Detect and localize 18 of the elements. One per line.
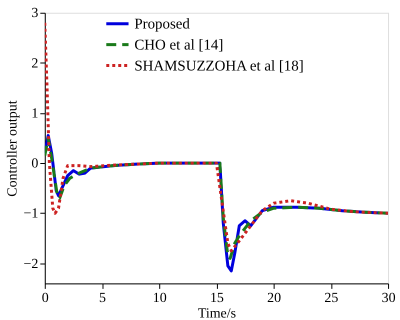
x-tick-label: 0 bbox=[42, 290, 49, 306]
y-tick-label: −1 bbox=[23, 206, 38, 222]
legend-label: Proposed bbox=[134, 16, 190, 33]
y-tick-label: 2 bbox=[31, 56, 38, 72]
legend-label: CHO et al [14] bbox=[134, 38, 224, 54]
y-tick-label: 3 bbox=[31, 6, 38, 22]
x-tick-label: 10 bbox=[152, 290, 167, 306]
y-axis-title: Controller output bbox=[6, 100, 21, 197]
y-tick-label: 0 bbox=[31, 156, 38, 172]
y-tick-label: 1 bbox=[31, 106, 38, 122]
x-tick-label: 15 bbox=[210, 290, 224, 306]
legend-label: SHAMSUZZOHA et al [18] bbox=[134, 58, 304, 74]
x-tick-label: 5 bbox=[99, 290, 106, 306]
y-tick-label: −2 bbox=[23, 256, 38, 272]
x-tick-label: 20 bbox=[267, 290, 282, 306]
x-axis-title: Time/s bbox=[198, 306, 236, 320]
x-tick-label: 30 bbox=[382, 290, 396, 306]
x-tick-label: 25 bbox=[324, 290, 338, 306]
